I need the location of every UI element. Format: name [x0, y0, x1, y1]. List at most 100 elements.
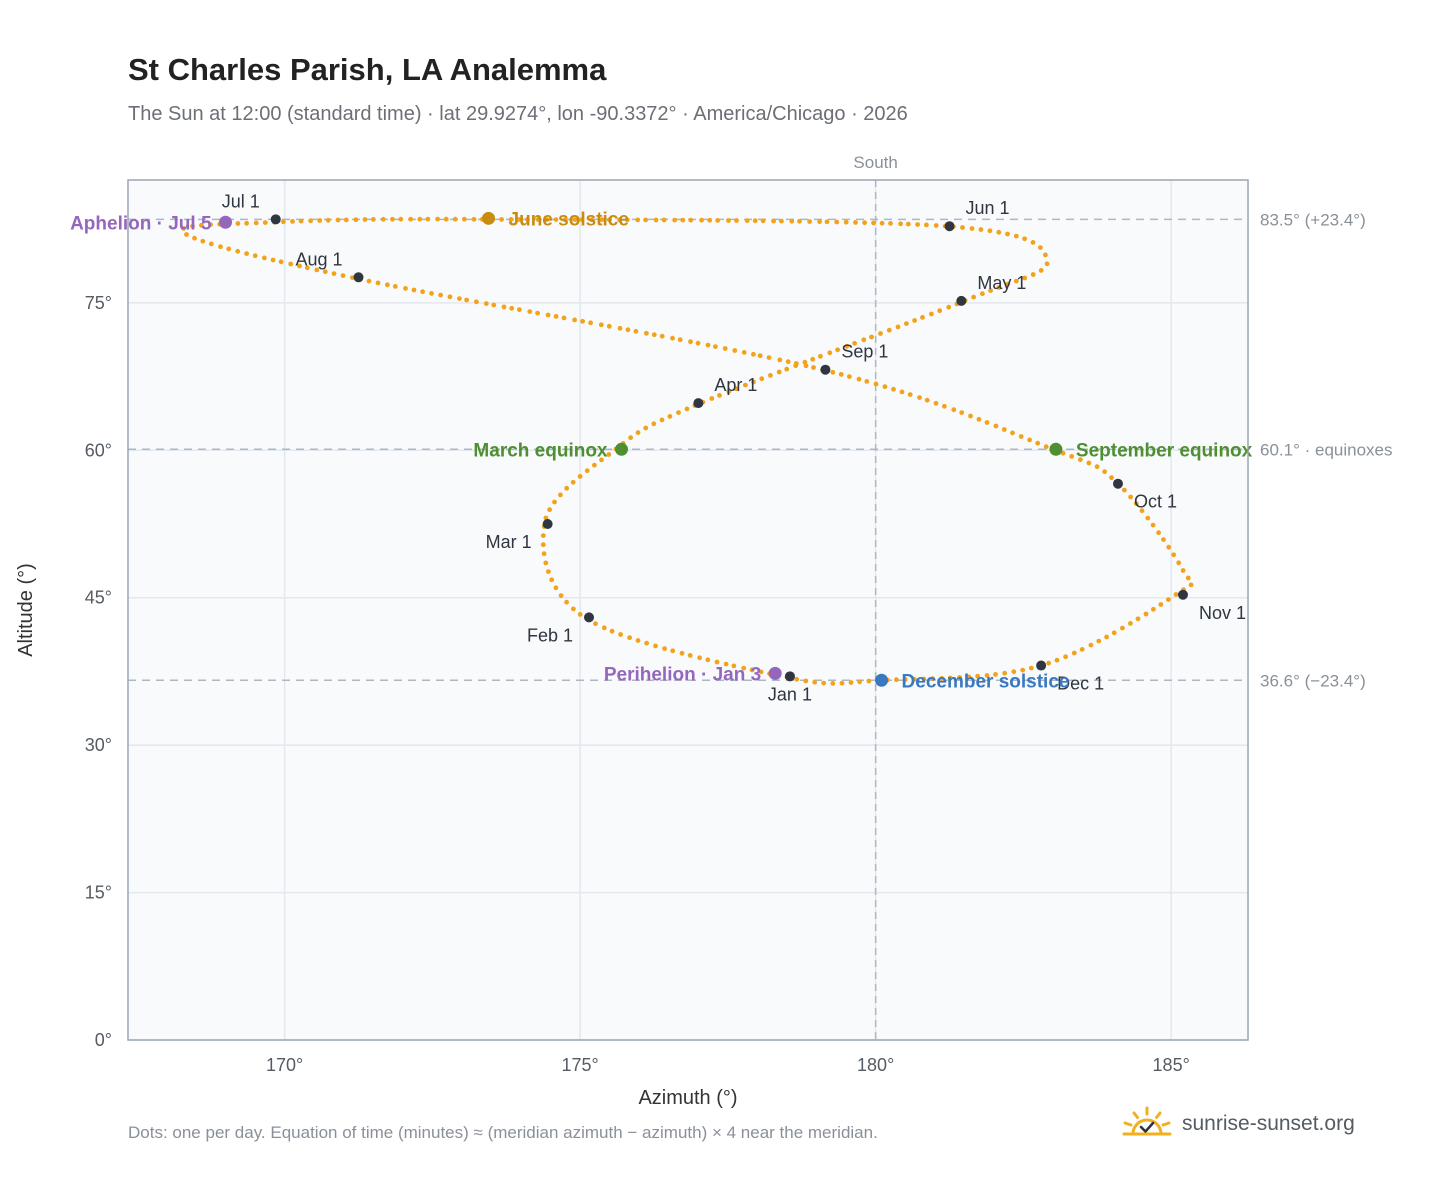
daily-dot — [1028, 665, 1034, 671]
daily-dot — [879, 220, 885, 226]
daily-dot — [968, 413, 973, 419]
daily-dot — [966, 674, 972, 680]
daily-dot — [340, 273, 346, 278]
daily-dot — [1011, 669, 1017, 675]
x-tick-label: 175° — [562, 1055, 599, 1075]
daily-dot — [732, 348, 738, 353]
daily-dot — [1001, 427, 1007, 432]
event-label: Perihelion · Jan 3 — [604, 664, 761, 685]
daily-dot — [971, 294, 976, 300]
daily-dot — [525, 217, 530, 222]
daily-dot — [545, 312, 551, 318]
daily-dot — [744, 218, 750, 224]
daily-dot — [375, 280, 381, 286]
daily-dot — [988, 288, 993, 293]
daily-dot — [947, 675, 953, 681]
month-marker — [1036, 660, 1047, 671]
daily-dot — [852, 340, 857, 346]
month-label: Nov 1 — [1199, 603, 1246, 623]
event-marker — [482, 211, 496, 225]
x-tick-label: 170° — [266, 1055, 303, 1075]
daily-dot — [847, 374, 852, 379]
plot-frame — [127, 179, 1249, 1041]
daily-dot — [435, 216, 440, 222]
daily-dot — [1035, 440, 1041, 446]
daily-dot — [653, 643, 658, 649]
daily-dot — [380, 216, 386, 222]
daily-dot — [844, 343, 850, 349]
daily-dot — [1027, 437, 1032, 443]
daily-dot — [474, 299, 479, 305]
daily-dot — [252, 253, 258, 259]
daily-dot — [208, 222, 214, 228]
daily-dot — [957, 675, 962, 680]
daily-dot — [679, 650, 685, 656]
daily-dot — [827, 350, 833, 356]
daily-dot — [540, 542, 546, 548]
daily-dot — [960, 225, 965, 230]
event-label: September equinox — [1076, 440, 1253, 461]
daily-dot — [499, 217, 504, 222]
daily-dot — [776, 369, 782, 375]
daily-dot — [429, 291, 434, 296]
daily-dot — [462, 216, 467, 222]
daily-dot — [643, 217, 648, 223]
daily-dot — [624, 217, 630, 223]
x-axis-title: Azimuth (°) — [638, 1087, 737, 1109]
altitude-reference-label: 83.5° (+23.4°) — [1260, 210, 1366, 229]
daily-dot — [688, 217, 694, 223]
daily-dot — [508, 217, 514, 222]
daily-dot — [1171, 552, 1177, 558]
daily-dot — [199, 222, 204, 228]
daily-dot — [635, 638, 641, 643]
daily-dot — [1038, 268, 1044, 273]
month-marker — [956, 295, 967, 306]
event-markers: March equinox September equinox June solst… — [70, 209, 1253, 692]
daily-dot — [335, 217, 341, 223]
x-tick-label: 185° — [1153, 1055, 1190, 1075]
daily-dot — [580, 318, 585, 324]
daily-dot — [558, 492, 563, 498]
daily-dot — [677, 337, 683, 343]
daily-dot — [726, 389, 732, 394]
y-tick-label: 60° — [85, 440, 112, 460]
brand-logo[interactable]: sunrise-sunset.org — [1120, 1102, 1355, 1146]
chart-subtitle: The Sun at 12:00 (standard time) · lat 2… — [128, 103, 908, 125]
daily-dot — [235, 221, 241, 226]
daily-dot — [987, 228, 993, 234]
daily-dot — [777, 357, 783, 363]
daily-dot — [680, 217, 686, 223]
daily-dot — [516, 217, 522, 222]
daily-dot — [420, 289, 425, 295]
daily-dot — [662, 646, 667, 651]
daily-dot — [975, 673, 980, 679]
daily-dot — [789, 218, 795, 224]
daily-dot — [1111, 630, 1117, 636]
daily-dot — [1043, 252, 1048, 258]
x-tick-label: 180° — [857, 1055, 894, 1075]
daily-dot — [722, 346, 728, 351]
daily-dot — [226, 246, 232, 252]
daily-dot — [1102, 469, 1107, 475]
daily-dot — [314, 267, 320, 273]
daily-dot — [898, 221, 903, 227]
y-axis-title: Altitude (°) — [15, 563, 37, 657]
daily-dot — [921, 676, 927, 682]
daily-dot — [457, 296, 462, 301]
daily-dot — [937, 308, 943, 314]
daily-dot — [517, 307, 522, 313]
daily-dot — [688, 339, 693, 345]
daily-dot — [667, 414, 673, 419]
daily-dot — [751, 351, 756, 357]
daily-dot — [830, 369, 836, 375]
daily-dot — [1086, 460, 1092, 466]
daily-dot — [794, 676, 800, 682]
daily-dot — [670, 335, 675, 341]
daily-dot — [609, 628, 615, 634]
daily-dot — [757, 353, 763, 359]
daily-dot — [535, 217, 541, 222]
daily-dot — [598, 322, 604, 328]
daily-dot — [915, 222, 920, 227]
daily-dot — [322, 269, 328, 275]
month-label: May 1 — [977, 273, 1026, 293]
